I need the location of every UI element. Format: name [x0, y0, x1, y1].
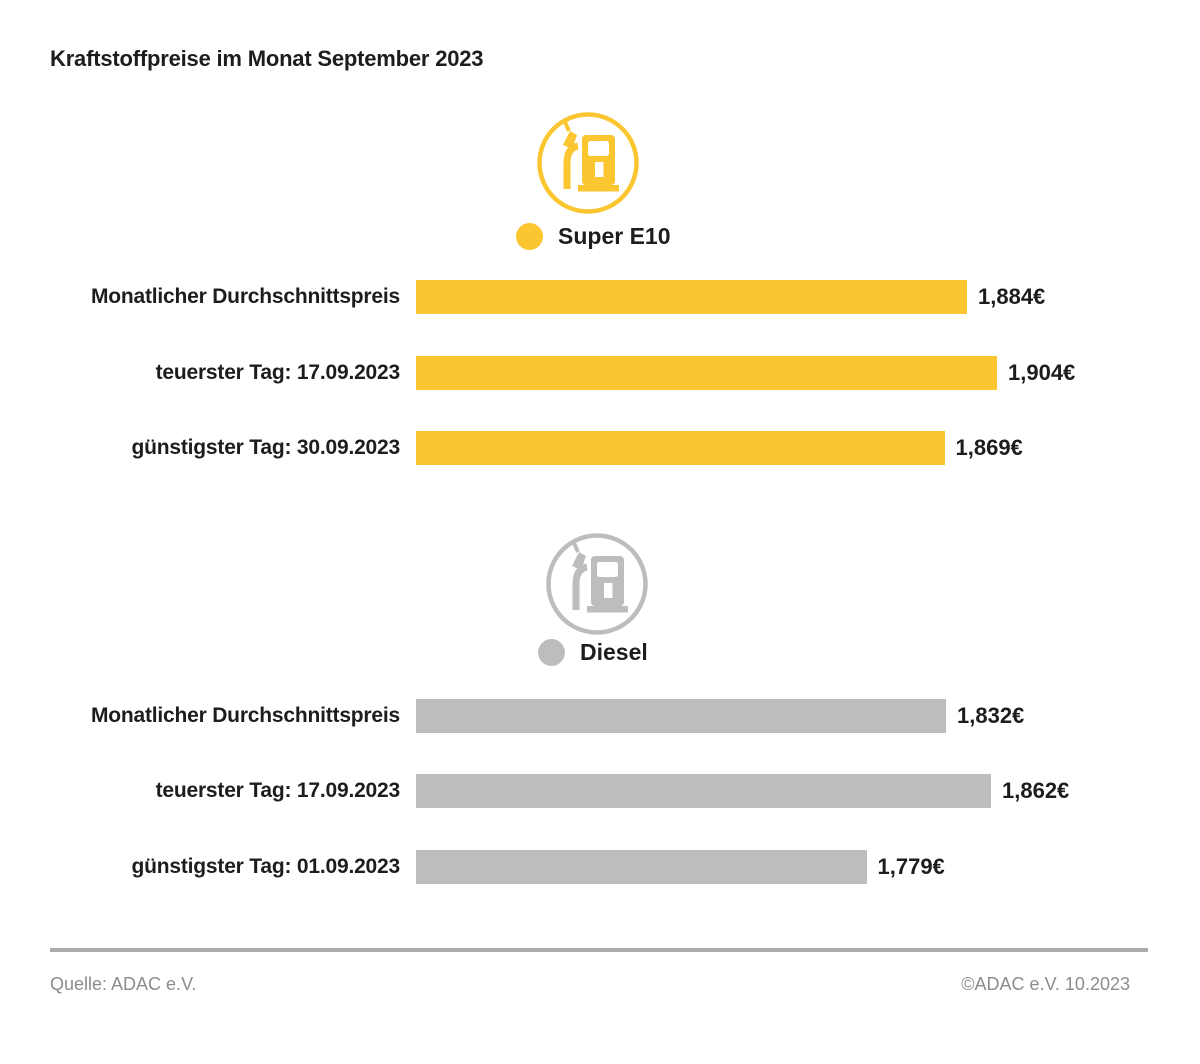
price-value: 1,904€	[1008, 360, 1076, 385]
bar-row: Monatlicher Durchschnittspreis 1,884€	[0, 280, 1200, 314]
price-bar	[416, 431, 945, 465]
price-bar	[416, 850, 867, 884]
row-label: Monatlicher Durchschnittspreis	[90, 285, 400, 308]
price-bar	[416, 699, 946, 733]
row-label: teuerster Tag: 17.09.2023	[155, 779, 401, 802]
legend-dot	[516, 223, 543, 250]
price-value: 1,832€	[957, 703, 1025, 728]
footer-divider	[50, 948, 1148, 952]
row-label: teuerster Tag: 17.09.2023	[155, 361, 401, 384]
row-label: günstigster Tag: 30.09.2023	[131, 436, 401, 459]
legend-super-e10: Super E10	[516, 223, 671, 250]
price-value: 1,779€	[877, 854, 945, 879]
price-value: 1,862€	[1002, 778, 1070, 803]
price-bar	[416, 356, 997, 390]
bar-row: teuerster Tag: 17.09.2023 1,862€	[0, 774, 1200, 808]
price-bar	[416, 280, 967, 314]
page-title: Kraftstoffpreise im Monat September 2023	[50, 46, 484, 71]
bar-row: Monatlicher Durchschnittspreis 1,832€	[0, 699, 1200, 733]
bar-row: günstigster Tag: 01.09.2023 1,779€	[0, 850, 1200, 884]
footer-copyright: ©ADAC e.V. 10.2023	[961, 974, 1130, 994]
price-value: 1,884€	[978, 284, 1046, 309]
price-bar	[416, 774, 991, 808]
footer-source: Quelle: ADAC e.V.	[50, 974, 197, 994]
price-value: 1,869€	[955, 435, 1023, 460]
legend-diesel: Diesel	[538, 639, 648, 666]
bar-row: teuerster Tag: 17.09.2023 1,904€	[0, 356, 1200, 390]
legend-label: Diesel	[580, 639, 648, 665]
legend-label: Super E10	[558, 223, 671, 249]
fuel-pump-icon	[536, 111, 640, 215]
row-label: günstigster Tag: 01.09.2023	[131, 855, 401, 878]
row-label: Monatlicher Durchschnittspreis	[90, 704, 400, 727]
legend-dot	[538, 639, 565, 666]
fuel-pump-icon	[545, 532, 649, 636]
bar-row: günstigster Tag: 30.09.2023 1,869€	[0, 431, 1200, 465]
